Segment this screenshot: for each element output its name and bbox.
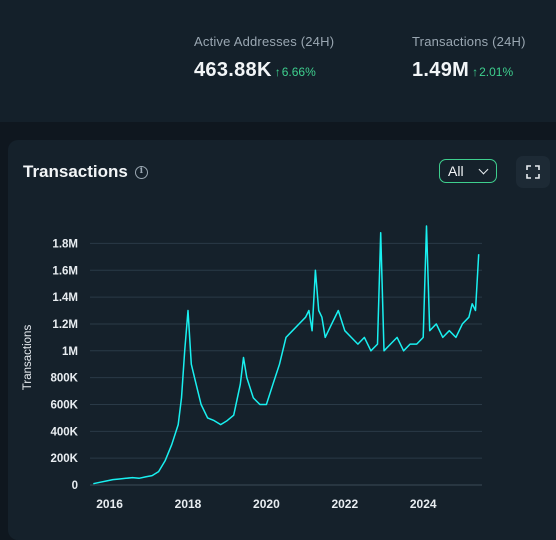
y-tick-label: 1.6M (52, 265, 78, 277)
y-tick-label: 1.2M (52, 319, 78, 331)
stat-change: ↑ 6.66% (275, 65, 316, 79)
x-axis-ticks: 2016 2018 2020 2022 2024 (96, 497, 437, 511)
transactions-card: Transactions All (8, 140, 556, 540)
stat-value: 1.49M (412, 59, 470, 81)
stat-value: 463.88K (194, 59, 272, 81)
fullscreen-button[interactable] (516, 156, 550, 188)
info-circle-icon[interactable] (134, 165, 148, 179)
card-title: Transactions (23, 162, 148, 182)
arrow-up-icon: ↑ (274, 65, 281, 79)
y-axis-title: Transactions (22, 325, 34, 391)
x-tick-label: 2020 (253, 497, 280, 511)
transactions-stat: Transactions (24H) 1.49M ↑ 2.01% (412, 34, 526, 82)
series-line (93, 225, 480, 485)
range-select-value: All (448, 163, 464, 179)
arrow-up-icon: ↑ (472, 65, 479, 79)
x-tick-label: 2022 (331, 497, 358, 511)
y-tick-label: 200K (51, 453, 79, 465)
x-tick-label: 2016 (96, 497, 123, 511)
y-tick-label: 1M (62, 346, 78, 358)
y-tick-label: 1.8M (52, 238, 78, 250)
x-tick-label: 2024 (410, 497, 437, 511)
y-tick-label: 400K (51, 426, 79, 438)
card-title-text: Transactions (23, 162, 128, 181)
stat-label: Active Addresses (24H) (194, 34, 335, 49)
stat-change-value: 6.66% (281, 65, 316, 79)
active-addresses-stat: Active Addresses (24H) 463.88K ↑ 6.66% (194, 34, 334, 82)
y-axis-ticks: 0 200K 400K 600K 800K 1M 1.2M 1.4M 1.6M 1.8M (51, 238, 79, 492)
fullscreen-icon (526, 165, 540, 179)
chart-grid (90, 242, 482, 486)
stats-strip: Active Addresses (24H) 463.88K ↑ 6.66% Tr… (0, 0, 556, 122)
y-tick-label: 1.4M (52, 292, 78, 304)
y-tick-label: 0 (72, 480, 78, 492)
y-tick-label: 600K (51, 399, 79, 411)
range-select[interactable]: All (439, 159, 497, 183)
x-tick-label: 2018 (175, 497, 202, 511)
transactions-chart: 0 200K 400K 600K 800K 1M 1.2M 1.4M 1.6M 1.8M 2016… (22, 225, 482, 511)
stat-label: Transactions (24H) (412, 34, 526, 49)
stat-change-value: 2.01% (479, 65, 514, 79)
stat-change: ↑ 2.01% (472, 65, 513, 79)
y-tick-label: 800K (51, 373, 79, 385)
